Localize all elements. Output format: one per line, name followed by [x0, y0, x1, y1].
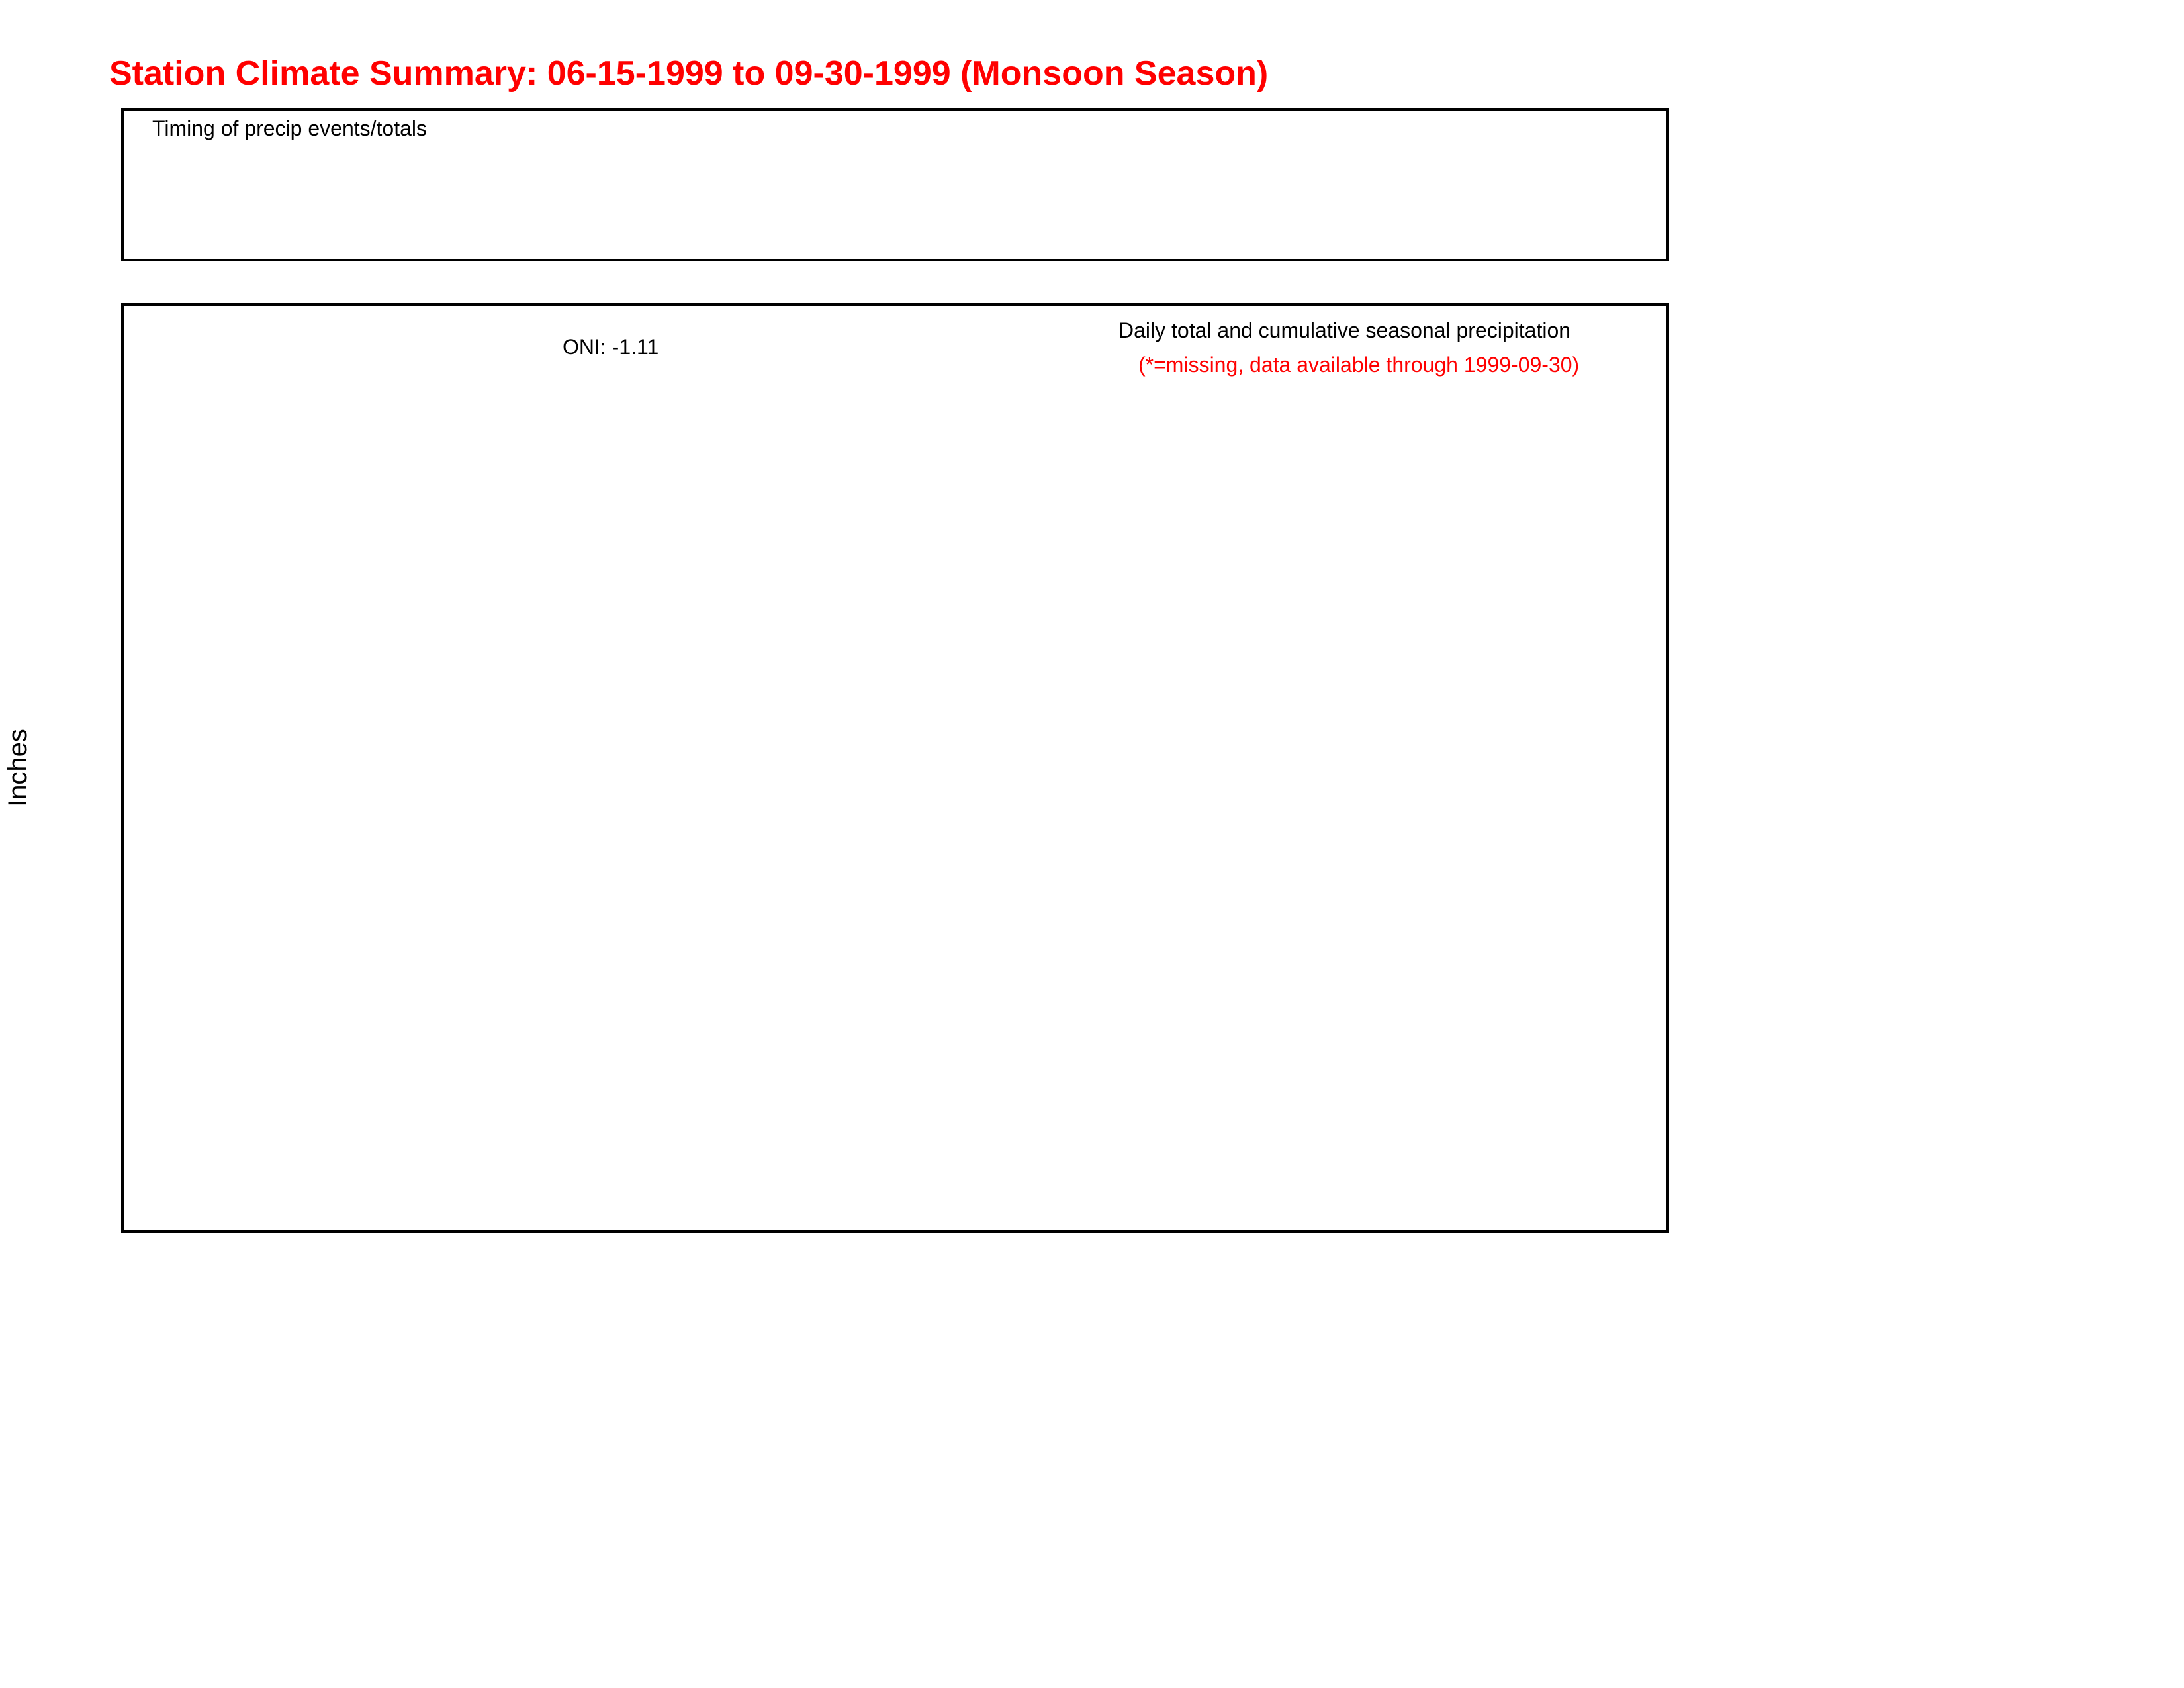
precip-frame — [121, 303, 1669, 1233]
page-title: Station Climate Summary: 06-15-1999 to 0… — [109, 54, 1268, 93]
precip-panel: Daily total and cumulative seasonal prec… — [3, 303, 1669, 1233]
oni-label: ONI: -1.11 — [563, 335, 659, 359]
precip-title: Daily total and cumulative seasonal prec… — [1118, 318, 1570, 342]
timing-title: Timing of precip events/totals — [152, 117, 427, 140]
timing-frame — [121, 108, 1669, 261]
timing-panel: Timing of precip events/totals — [121, 108, 1669, 261]
precip-subtitle: (*=missing, data available through 1999-… — [1138, 353, 1579, 377]
precip-ylabel: Inches — [3, 729, 32, 807]
